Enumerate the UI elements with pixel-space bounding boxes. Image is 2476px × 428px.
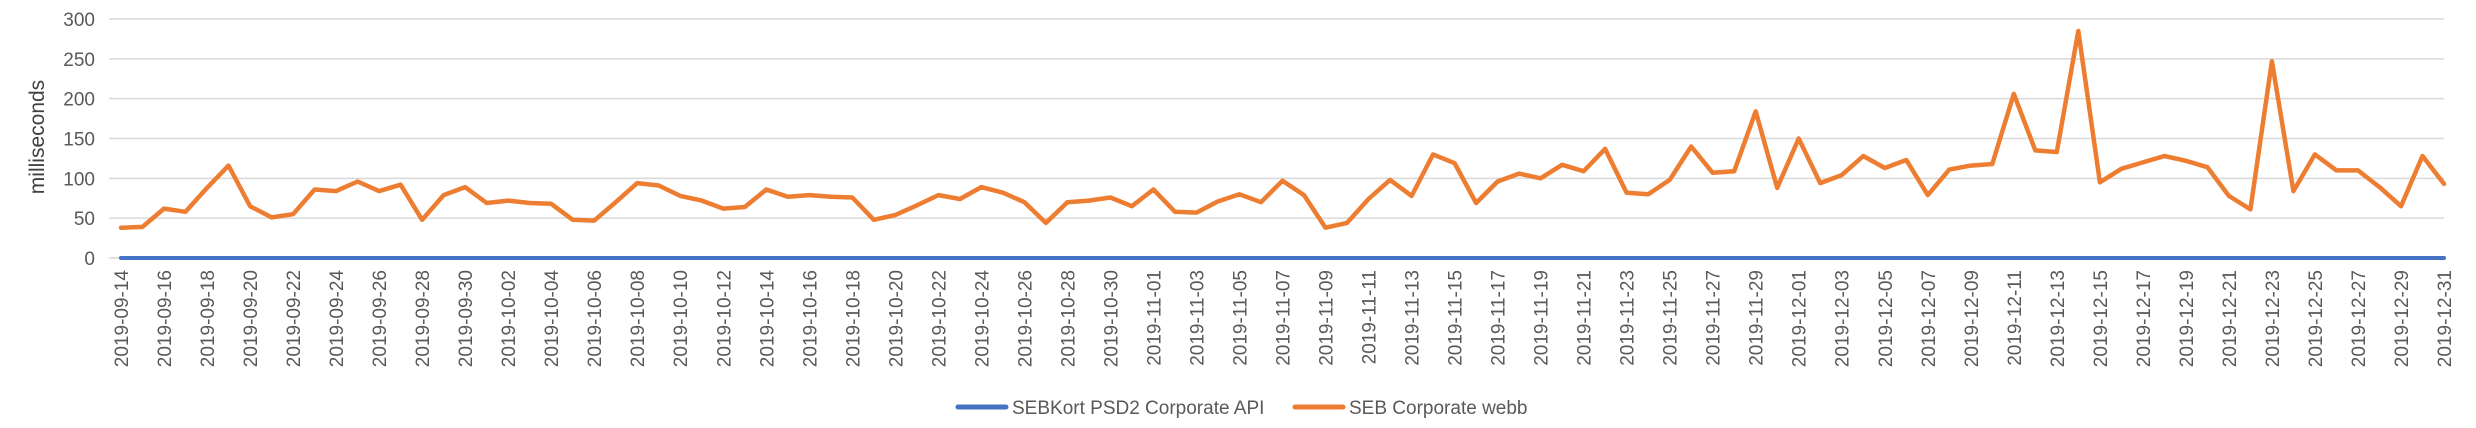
x-tick-label: 2019-10-22 xyxy=(929,270,950,367)
x-tick-label: 2019-12-27 xyxy=(2349,270,2370,367)
x-tick-label: 2019-10-08 xyxy=(628,270,649,367)
x-tick-label: 2019-09-14 xyxy=(112,270,133,368)
x-tick-label: 2019-11-07 xyxy=(1274,270,1295,366)
x-tick-label: 2019-11-23 xyxy=(1618,270,1639,366)
x-tick-label: 2019-09-30 xyxy=(456,270,477,367)
y-tick-label: 250 xyxy=(63,50,95,71)
x-tick-label: 2019-09-28 xyxy=(413,270,434,367)
x-tick-label: 2019-12-11 xyxy=(2005,270,2026,366)
x-tick-label: 2019-10-28 xyxy=(1058,270,1079,367)
x-tick-label: 2019-10-18 xyxy=(843,270,864,367)
y-tick-label: 50 xyxy=(74,209,95,230)
x-tick-label: 2019-11-15 xyxy=(1446,270,1467,366)
x-tick-label: 2019-11-03 xyxy=(1187,270,1208,366)
x-tick-label: 2019-09-24 xyxy=(327,270,348,368)
x-tick-label: 2019-12-05 xyxy=(1876,270,1897,367)
y-tick-label: 300 xyxy=(63,10,95,31)
x-tick-label: 2019-12-21 xyxy=(2220,270,2241,367)
x-tick-label: 2019-12-25 xyxy=(2306,270,2327,367)
x-tick-label: 2019-11-01 xyxy=(1144,270,1165,366)
x-tick-label: 2019-09-20 xyxy=(241,270,262,367)
x-tick-label: 2019-11-17 xyxy=(1489,270,1510,366)
x-tick-label: 2019-11-29 xyxy=(1747,270,1768,366)
x-tick-label: 2019-11-09 xyxy=(1317,270,1338,366)
y-tick-label: 150 xyxy=(63,130,95,151)
y-tick-label: 200 xyxy=(63,90,95,111)
x-tick-label: 2019-12-01 xyxy=(1790,270,1811,367)
x-tick-label: 2019-09-16 xyxy=(155,270,176,367)
series-lines xyxy=(118,28,2447,260)
x-tick-label: 2019-10-12 xyxy=(714,270,735,367)
x-tick-label: 2019-10-30 xyxy=(1101,270,1122,367)
x-tick-label: 2019-11-25 xyxy=(1661,270,1682,366)
x-tick-label: 2019-12-31 xyxy=(2435,270,2456,367)
x-tick-label: 2019-11-11 xyxy=(1360,270,1381,364)
x-tick-label: 2019-12-15 xyxy=(2091,270,2112,367)
legend-label-sebkort: SEBKort PSD2 Corporate API xyxy=(1012,398,1264,419)
x-tick-label: 2019-10-24 xyxy=(972,270,993,368)
y-tick-label: 0 xyxy=(84,249,95,270)
x-tick-label: 2019-10-04 xyxy=(542,270,563,368)
x-tick-label: 2019-12-09 xyxy=(1962,270,1983,367)
x-tick-label: 2019-12-23 xyxy=(2263,270,2284,367)
legend: SEBKort PSD2 Corporate API SEB Corporate… xyxy=(955,398,1528,419)
x-tick-label: 2019-09-26 xyxy=(370,270,391,367)
series-line-seb-webb xyxy=(118,28,2447,230)
x-tick-label: 2019-11-21 xyxy=(1575,270,1596,366)
x-tick-label: 2019-11-05 xyxy=(1230,270,1251,366)
y-axis-label: milliseconds xyxy=(26,80,49,194)
y-axis-ticks: 0 50 100 150 200 250 300 xyxy=(63,10,95,270)
x-tick-label: 2019-10-10 xyxy=(671,270,692,367)
x-axis-ticks: 2019-09-14 2019-09-16 2019-09-18 2019-09-20… xyxy=(112,270,2456,368)
x-tick-label: 2019-10-26 xyxy=(1015,270,1036,367)
x-tick-label: 2019-10-20 xyxy=(886,270,907,367)
x-tick-label: 2019-09-22 xyxy=(284,270,305,367)
x-tick-label: 2019-12-19 xyxy=(2177,270,2198,367)
x-tick-label: 2019-11-19 xyxy=(1532,270,1553,366)
y-tick-label: 100 xyxy=(63,169,95,190)
gridlines xyxy=(109,18,2444,259)
x-tick-label: 2019-12-07 xyxy=(1919,270,1940,367)
x-tick-label: 2019-11-27 xyxy=(1704,270,1725,366)
x-tick-label: 2019-10-14 xyxy=(757,270,778,368)
x-tick-label: 2019-12-03 xyxy=(1833,270,1854,367)
x-tick-label: 2019-12-13 xyxy=(2048,270,2069,367)
x-tick-label: 2019-11-13 xyxy=(1403,270,1424,366)
legend-label-seb-webb: SEB Corporate webb xyxy=(1349,398,1528,419)
x-tick-label: 2019-10-16 xyxy=(800,270,821,367)
x-tick-label: 2019-09-18 xyxy=(198,270,219,367)
x-tick-label: 2019-10-02 xyxy=(499,270,520,367)
x-tick-label: 2019-12-29 xyxy=(2392,270,2413,367)
x-tick-label: 2019-12-17 xyxy=(2134,270,2155,367)
x-tick-label: 2019-10-06 xyxy=(585,270,606,367)
